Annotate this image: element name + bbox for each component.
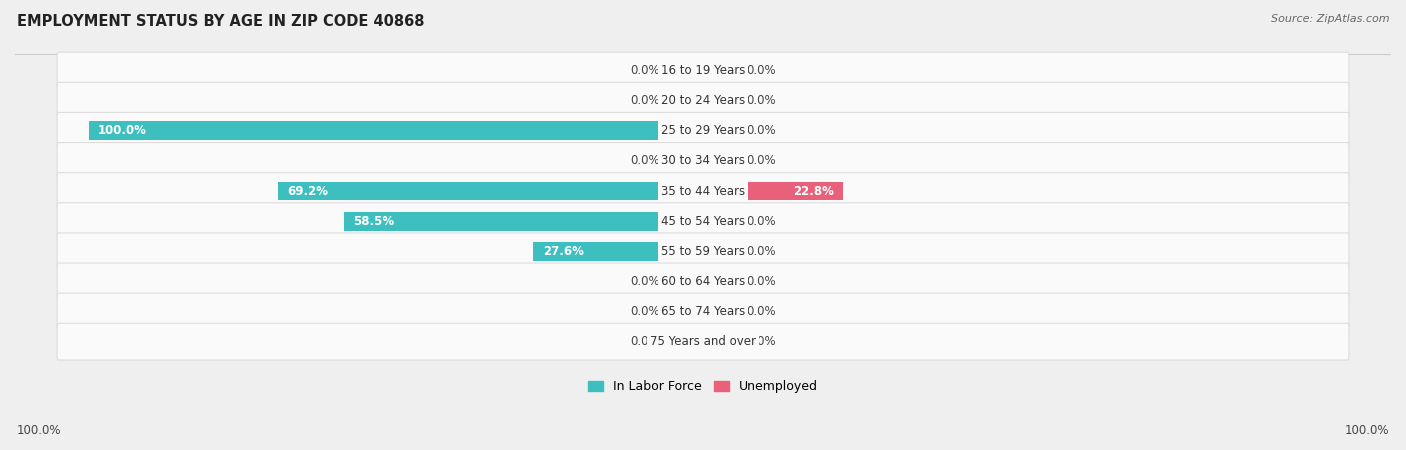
Bar — [666, 332, 703, 351]
Text: 22.8%: 22.8% — [793, 184, 834, 198]
FancyBboxPatch shape — [58, 323, 1348, 360]
Text: 25 to 29 Years: 25 to 29 Years — [661, 124, 745, 137]
Bar — [666, 302, 703, 321]
FancyBboxPatch shape — [58, 203, 1348, 239]
Text: 100.0%: 100.0% — [17, 423, 62, 436]
Bar — [703, 182, 844, 200]
Text: 100.0%: 100.0% — [98, 124, 146, 137]
Text: 0.0%: 0.0% — [747, 275, 776, 288]
FancyBboxPatch shape — [58, 82, 1348, 119]
FancyBboxPatch shape — [58, 233, 1348, 270]
Bar — [703, 212, 740, 230]
Text: 45 to 54 Years: 45 to 54 Years — [661, 215, 745, 228]
Bar — [666, 91, 703, 110]
Text: 100.0%: 100.0% — [1344, 423, 1389, 436]
FancyBboxPatch shape — [58, 52, 1348, 89]
Text: 0.0%: 0.0% — [630, 275, 659, 288]
Bar — [703, 61, 740, 80]
Text: 60 to 64 Years: 60 to 64 Years — [661, 275, 745, 288]
Bar — [343, 212, 703, 230]
Text: 0.0%: 0.0% — [747, 94, 776, 107]
Text: 75 Years and over: 75 Years and over — [650, 335, 756, 348]
FancyBboxPatch shape — [58, 293, 1348, 330]
Legend: In Labor Force, Unemployed: In Labor Force, Unemployed — [583, 375, 823, 398]
Bar — [666, 272, 703, 291]
Text: 0.0%: 0.0% — [747, 215, 776, 228]
Bar — [703, 122, 740, 140]
FancyBboxPatch shape — [58, 143, 1348, 179]
Text: 0.0%: 0.0% — [630, 305, 659, 318]
Text: Source: ZipAtlas.com: Source: ZipAtlas.com — [1271, 14, 1389, 23]
Bar — [703, 302, 740, 321]
Bar — [703, 152, 740, 170]
Text: 65 to 74 Years: 65 to 74 Years — [661, 305, 745, 318]
Text: 0.0%: 0.0% — [630, 64, 659, 77]
FancyBboxPatch shape — [58, 112, 1348, 149]
Text: 0.0%: 0.0% — [630, 335, 659, 348]
Text: 27.6%: 27.6% — [543, 245, 583, 258]
Text: EMPLOYMENT STATUS BY AGE IN ZIP CODE 40868: EMPLOYMENT STATUS BY AGE IN ZIP CODE 408… — [17, 14, 425, 28]
Text: 0.0%: 0.0% — [630, 94, 659, 107]
Bar — [703, 332, 740, 351]
Bar — [666, 61, 703, 80]
FancyBboxPatch shape — [58, 263, 1348, 300]
FancyBboxPatch shape — [58, 173, 1348, 209]
Bar — [278, 182, 703, 200]
Text: 55 to 59 Years: 55 to 59 Years — [661, 245, 745, 258]
Bar — [533, 242, 703, 261]
Bar — [703, 272, 740, 291]
Text: 0.0%: 0.0% — [630, 154, 659, 167]
Text: 20 to 24 Years: 20 to 24 Years — [661, 94, 745, 107]
Text: 16 to 19 Years: 16 to 19 Years — [661, 64, 745, 77]
Text: 30 to 34 Years: 30 to 34 Years — [661, 154, 745, 167]
Text: 0.0%: 0.0% — [747, 305, 776, 318]
Text: 0.0%: 0.0% — [747, 64, 776, 77]
Bar — [703, 91, 740, 110]
Text: 0.0%: 0.0% — [747, 124, 776, 137]
Text: 0.0%: 0.0% — [747, 154, 776, 167]
Text: 0.0%: 0.0% — [747, 245, 776, 258]
Bar — [89, 122, 703, 140]
Text: 69.2%: 69.2% — [287, 184, 328, 198]
Bar — [666, 152, 703, 170]
Text: 0.0%: 0.0% — [747, 335, 776, 348]
Text: 58.5%: 58.5% — [353, 215, 394, 228]
Bar — [703, 242, 740, 261]
Text: 35 to 44 Years: 35 to 44 Years — [661, 184, 745, 198]
